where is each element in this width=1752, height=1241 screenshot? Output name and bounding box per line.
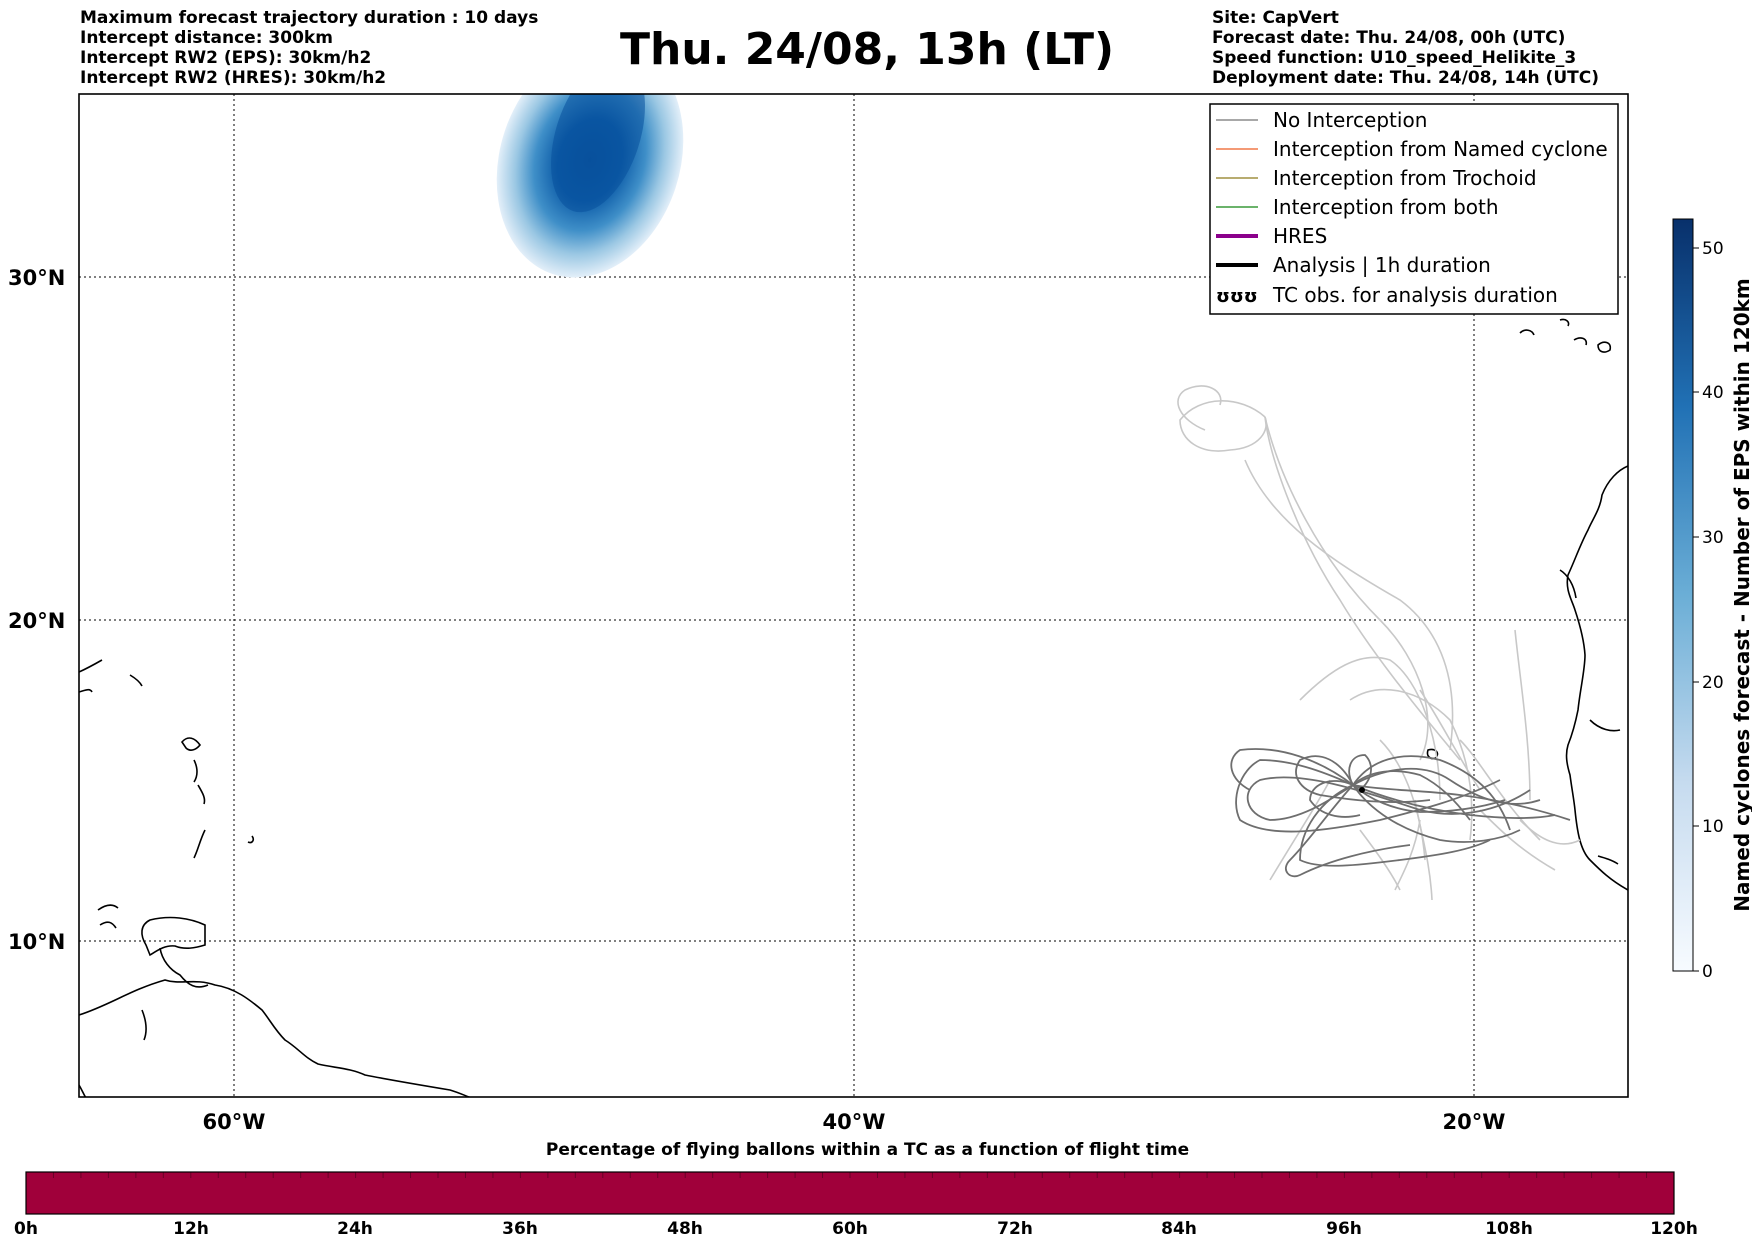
colorbar-tick-40: 40 [1702,383,1724,403]
deployment-date-text: Deployment date: Thu. 24/08, 14h (UTC) [1212,68,1599,88]
lat-label-10n: 10°N [8,930,65,954]
colorbar-tick-20: 20 [1702,673,1724,693]
hour-label-12: 12h [173,1219,209,1239]
legend-item-named-cyclone: Interception from Named cyclone [1216,137,1608,161]
trajectories-light [1177,385,1581,901]
colorbar-tick-10: 10 [1702,817,1724,837]
lat-label-30n: 30°N [8,266,65,290]
legend-label: HRES [1273,224,1327,248]
page-title: Thu. 24/08, 13h (LT) [620,24,1115,75]
intercept-distance-text: Intercept distance: 300km [80,28,333,48]
hour-label-96: 96h [1326,1219,1362,1239]
colorbar-gradient [1672,218,1694,972]
hour-label-0: 0h [14,1219,38,1239]
hour-label-24: 24h [337,1219,373,1239]
tc-symbol-icon: ʊʊʊ [1216,286,1258,307]
hour-label-48: 48h [667,1219,703,1239]
legend-label: Interception from Trochoid [1273,166,1537,190]
hour-label-120: 120h [1650,1219,1698,1239]
hour-label-60: 60h [832,1219,868,1239]
legend-label: Analysis | 1h duration [1273,253,1491,277]
lon-label-60w: 60°W [203,1110,266,1134]
speed-function-text: Speed function: U10_speed_Helikite_3 [1212,48,1577,68]
legend-label: TC obs. for analysis duration [1272,283,1558,307]
flight-time-bar: 0h 12h 24h 36h 48h 60h 72h 84h 96h 108h … [14,1171,1698,1239]
hour-label-108: 108h [1485,1219,1533,1239]
hour-label-36: 36h [502,1219,538,1239]
legend-label: Interception from Named cyclone [1273,137,1608,161]
colorbar-tick-0: 0 [1702,962,1713,982]
flight-time-bar-fill [25,1171,1675,1215]
legend-item-analysis: Analysis | 1h duration [1216,253,1491,277]
colorbar-tick-30: 30 [1702,528,1724,548]
map-frame [78,93,1629,1098]
hour-label-84: 84h [1161,1219,1197,1239]
intercept-eps-text: Intercept RW2 (EPS): 30km/h2 [80,48,372,68]
legend-item-both: Interception from both [1216,195,1499,219]
colorbar-title: Named cyclones forecast - Number of EPS … [1730,278,1752,912]
hour-label-72: 72h [997,1219,1033,1239]
legend-item-no-interception: No Interception [1216,108,1427,132]
legend-label: Interception from both [1273,195,1499,219]
colorbar: 0 10 20 30 40 50 Named cyclones forecast… [1672,218,1752,982]
forecast-date-text: Forecast date: Thu. 24/08, 00h (UTC) [1212,28,1566,48]
intercept-hres-text: Intercept RW2 (HRES): 30km/h2 [80,68,387,88]
trajectories-no-interception [1230,748,1571,878]
lon-label-40w: 40°W [823,1110,886,1134]
coastlines [79,318,1628,1097]
lon-label-20w: 20°W [1443,1110,1506,1134]
legend-label: No Interception [1273,108,1427,132]
map-legend: No Interception Interception from Named … [1209,103,1619,315]
legend-item-tc-obs: ʊʊʊ TC obs. for analysis duration [1216,283,1558,307]
analysis-marker [1359,787,1365,793]
legend-item-trochoid: Interception from Trochoid [1216,166,1537,190]
legend-item-hres: HRES [1216,224,1327,248]
site-info: Site: CapVert Forecast date: Thu. 24/08,… [1212,8,1599,88]
flight-bar-title: Percentage of flying ballons within a TC… [545,1140,1190,1160]
site-text: Site: CapVert [1212,8,1339,28]
lat-label-20n: 20°N [8,609,65,633]
forecast-parameters: Maximum forecast trajectory duration : 1… [80,8,538,88]
max-duration-text: Maximum forecast trajectory duration : 1… [80,8,539,28]
cyclone-density-area [496,94,684,278]
colorbar-tick-50: 50 [1702,239,1724,259]
